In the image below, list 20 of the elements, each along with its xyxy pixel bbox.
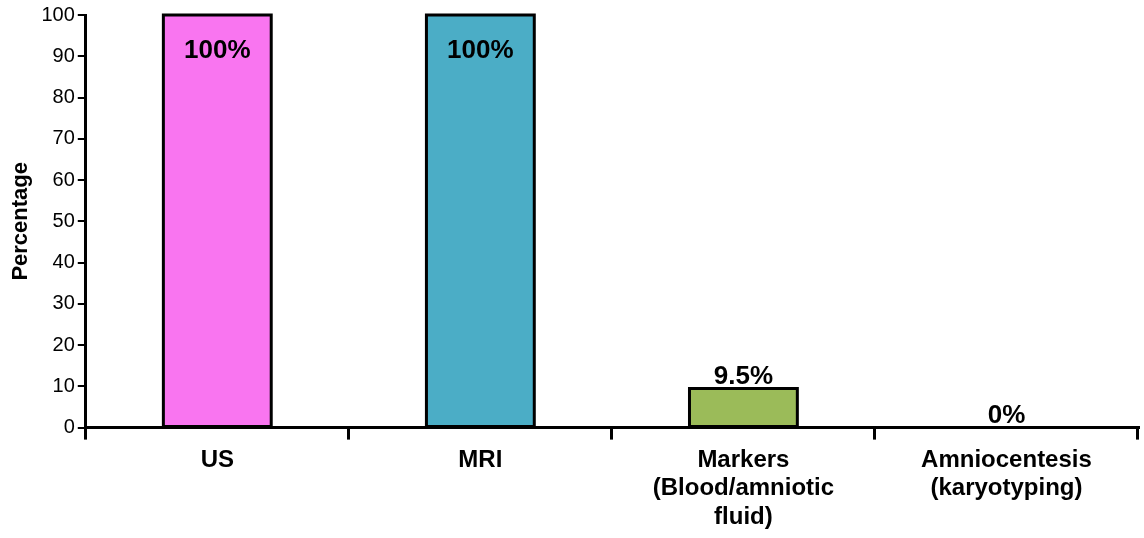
x-tick-label: Amniocentesis (karyotyping)	[921, 444, 1092, 501]
data-label: 9.5%	[713, 359, 774, 390]
x-tick-label: Markers (Blood/amniotic fluid)	[652, 444, 835, 530]
y-tick-label: 30	[52, 291, 75, 314]
x-tick-label: US	[200, 444, 234, 472]
y-tick-label: 60	[52, 167, 75, 190]
y-tick-label: 70	[52, 126, 75, 149]
y-tick-label: 80	[52, 85, 75, 108]
y-tick-label: 20	[52, 332, 75, 355]
y-tick-label: 50	[52, 208, 75, 231]
data-label: 100%	[184, 34, 251, 65]
y-tick-label: 40	[52, 250, 75, 273]
y-tick-label: 100	[41, 2, 75, 25]
x-tick-label: MRI	[458, 444, 503, 472]
data-label: 0%	[987, 398, 1026, 429]
y-tick-label: 0	[63, 415, 75, 438]
data-label: 100%	[447, 34, 514, 65]
y-tick-label: 10	[52, 373, 75, 396]
y-axis-title: Percentage	[7, 161, 33, 281]
y-tick-label: 90	[52, 43, 75, 66]
